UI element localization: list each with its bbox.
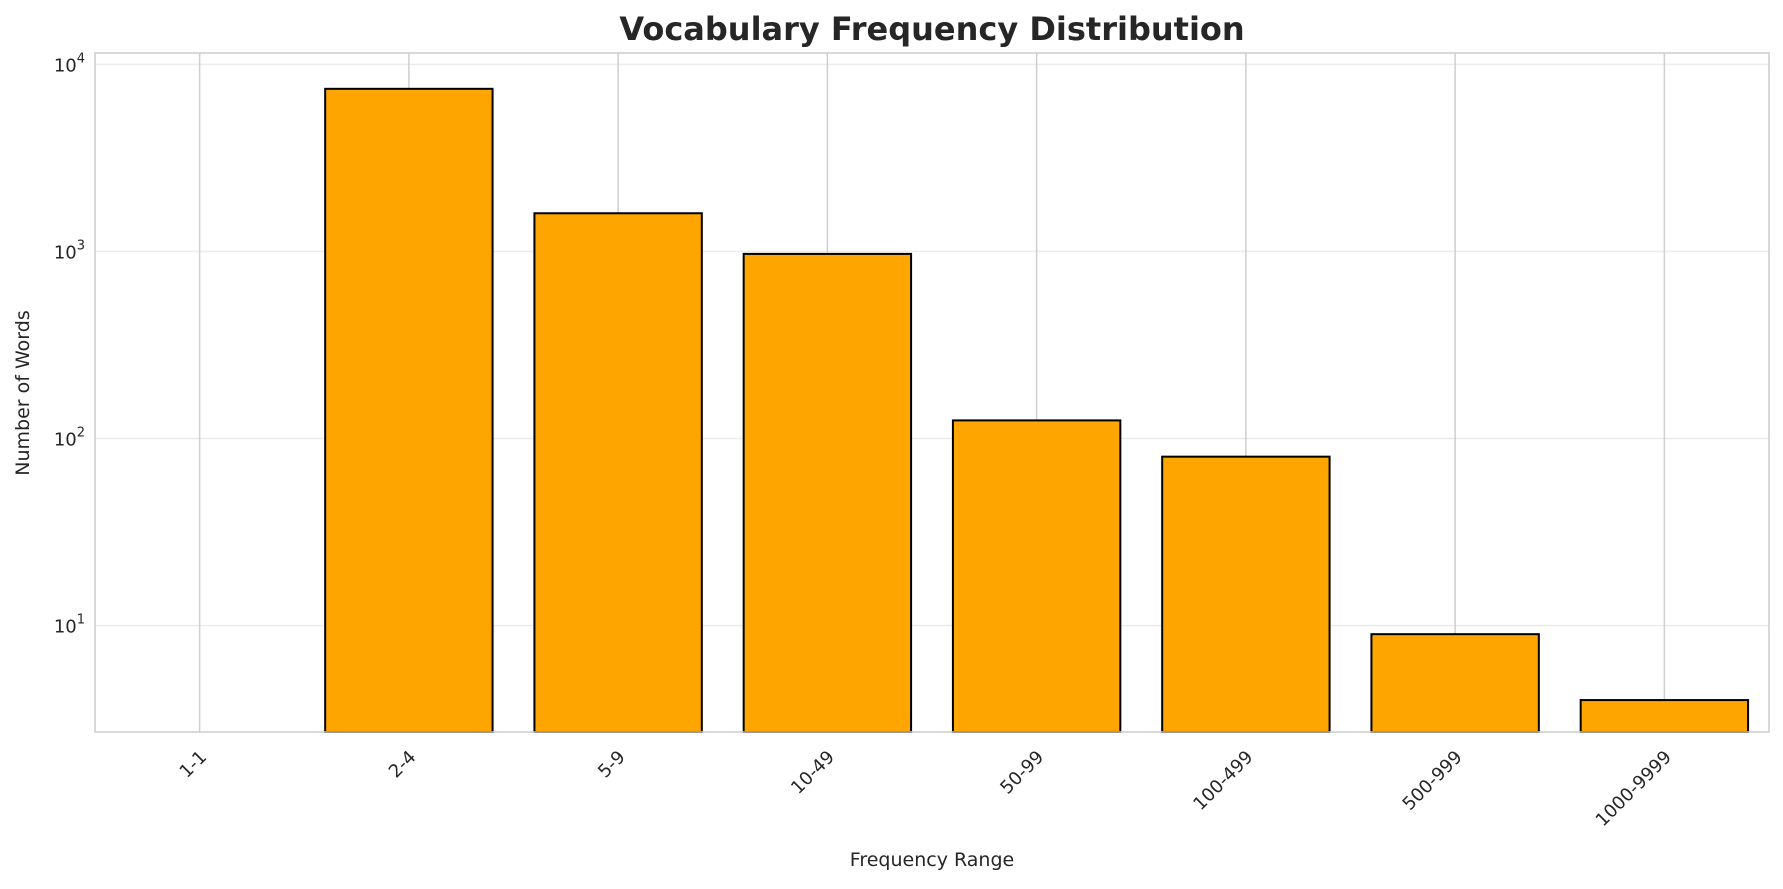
bar-500-999 (1370, 633, 1540, 733)
bar-2-4 (324, 87, 494, 734)
bars (324, 87, 1750, 734)
bar-10-49 (742, 252, 913, 734)
y-axis-ticks: 101 102 103 104 (54, 51, 85, 637)
x-tick-label: 1-1 (176, 747, 212, 783)
bar-5-9 (533, 212, 703, 734)
chart-title: Vocabulary Frequency Distribution (619, 10, 1244, 48)
y-tick-label: 101 (54, 613, 85, 638)
x-tick-label: 100-499 (1189, 747, 1257, 815)
x-tick-label: 500-999 (1399, 747, 1467, 815)
x-tick-label: 2-4 (385, 747, 421, 783)
plot-frame (94, 52, 1770, 733)
x-tick-label: 10-49 (787, 747, 839, 799)
y-axis-label: Number of Words (12, 310, 34, 475)
x-tick-label: 5-9 (594, 747, 630, 783)
bar-100-499 (1161, 455, 1331, 733)
bar-50-99 (951, 419, 1122, 733)
bar-1000-9999 (1579, 699, 1750, 733)
x-tick-label: 50-99 (996, 747, 1048, 799)
x-tick-label: 1000-9999 (1592, 747, 1676, 831)
x-axis-label: Frequency Range (850, 849, 1014, 871)
y-tick-label: 103 (54, 238, 85, 263)
y-tick-label: 102 (54, 426, 85, 451)
x-axis-ticks: 1-1 2-4 5-9 10-49 50-99 100-499 500-999 1000-99… (176, 747, 1676, 831)
y-tick-label: 104 (54, 51, 85, 76)
